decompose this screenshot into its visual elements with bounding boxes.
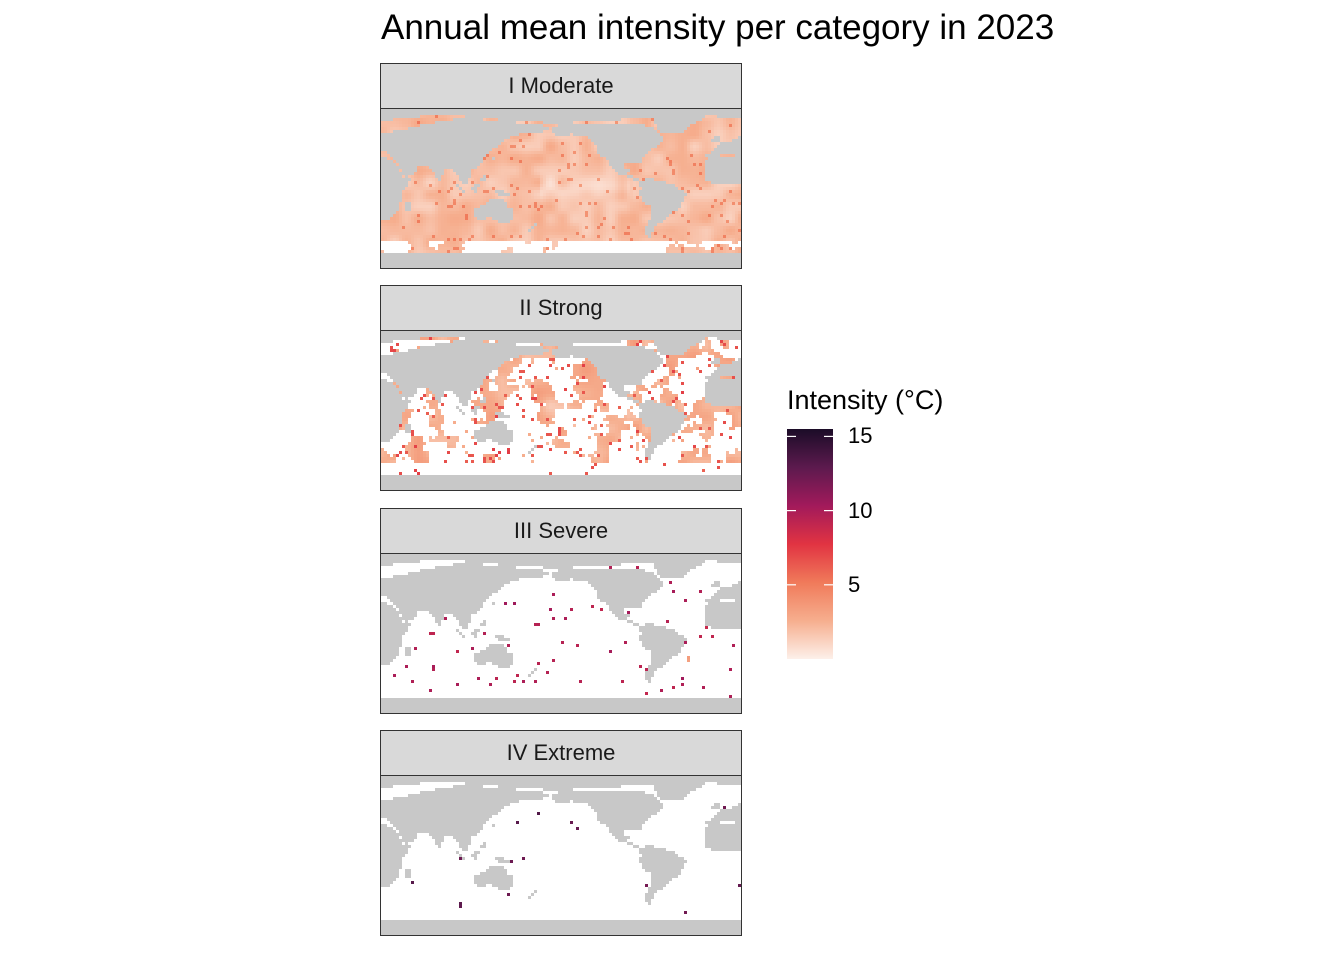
- map-panel-extreme: [380, 775, 742, 936]
- colorbar-gradient: [787, 429, 833, 659]
- map-panel-strong: [380, 330, 742, 491]
- map-svg: [381, 109, 741, 268]
- facet-strip-label: IV Extreme: [380, 730, 742, 776]
- map-panel-severe: [380, 553, 742, 714]
- map-panel-moderate: [380, 108, 742, 269]
- facet-strip-label: I Moderate: [380, 63, 742, 109]
- map-svg: [381, 554, 741, 713]
- chart-title: Annual mean intensity per category in 20…: [381, 8, 1055, 47]
- legend-colorbar: [787, 429, 833, 659]
- legend-tick-label: 5: [848, 571, 861, 597]
- facet-strip-label: III Severe: [380, 508, 742, 554]
- facet-extreme: IV Extreme: [380, 730, 742, 937]
- facet-moderate: I Moderate: [380, 63, 742, 270]
- map-svg: [381, 331, 741, 490]
- facet-strip-label: II Strong: [380, 285, 742, 331]
- legend-title: Intensity (°C): [787, 385, 944, 415]
- facet-severe: III Severe: [380, 508, 742, 715]
- legend-tick-label: 15: [848, 423, 873, 449]
- facet-strong: II Strong: [380, 285, 742, 492]
- legend-tick-label: 10: [848, 497, 873, 523]
- map-svg: [381, 776, 741, 935]
